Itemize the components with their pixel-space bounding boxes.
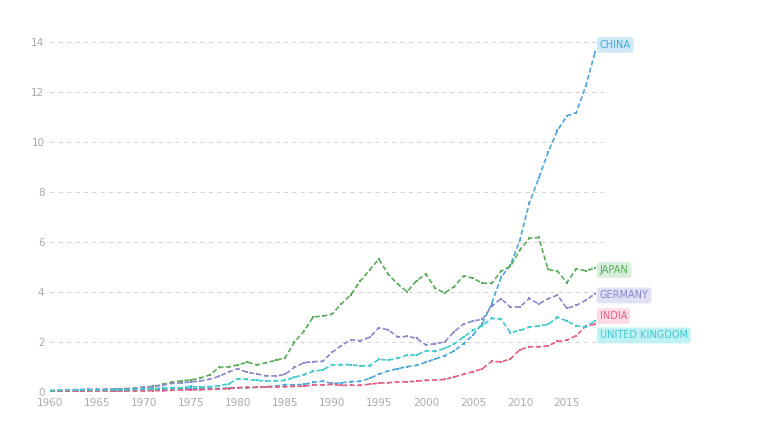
Text: UNITED KINGDOM: UNITED KINGDOM bbox=[600, 330, 688, 341]
Text: INDIA: INDIA bbox=[600, 311, 627, 321]
Text: CHINA: CHINA bbox=[600, 40, 631, 50]
Text: GERMANY: GERMANY bbox=[600, 290, 648, 300]
Text: JAPAN: JAPAN bbox=[600, 265, 628, 275]
